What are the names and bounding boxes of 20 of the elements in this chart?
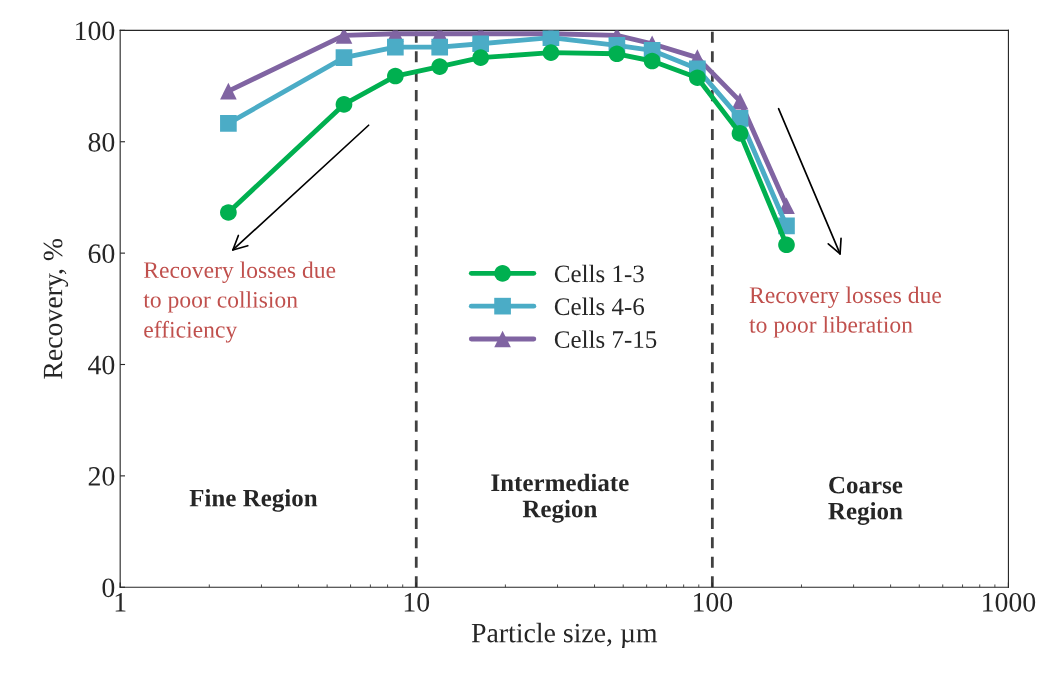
x-tick-label: 1000 <box>983 592 1036 612</box>
y-tick-label: 20 <box>88 467 115 486</box>
legend-label: Cells 4-6 <box>554 297 645 316</box>
x-tick-label: 100 <box>693 592 733 612</box>
y-tick-label: 100 <box>76 21 115 41</box>
legend-label: Cells 1-3 <box>554 264 644 283</box>
annotation: Coarse Region <box>828 476 903 525</box>
y-tick-label: 60 <box>88 244 115 264</box>
y-tick-label: 0 <box>102 578 115 598</box>
annotation: Intermediate Region <box>491 473 629 523</box>
x-tick-label: 1 <box>115 593 126 612</box>
y-axis-title: Recovery, % <box>43 238 69 379</box>
annotation: Fine Region <box>189 488 318 512</box>
legend-label: Cells 7-15 <box>554 330 657 348</box>
x-tick-label: 10 <box>404 592 430 612</box>
annotation: Recovery losses due to poor collision efficiency <box>143 261 336 343</box>
x-axis-title: Particle size, µm <box>471 622 658 649</box>
y-tick-label: 40 <box>88 355 115 375</box>
annotation: Recovery losses due to poor liberation <box>749 286 942 338</box>
y-tick-label: 80 <box>88 132 115 152</box>
